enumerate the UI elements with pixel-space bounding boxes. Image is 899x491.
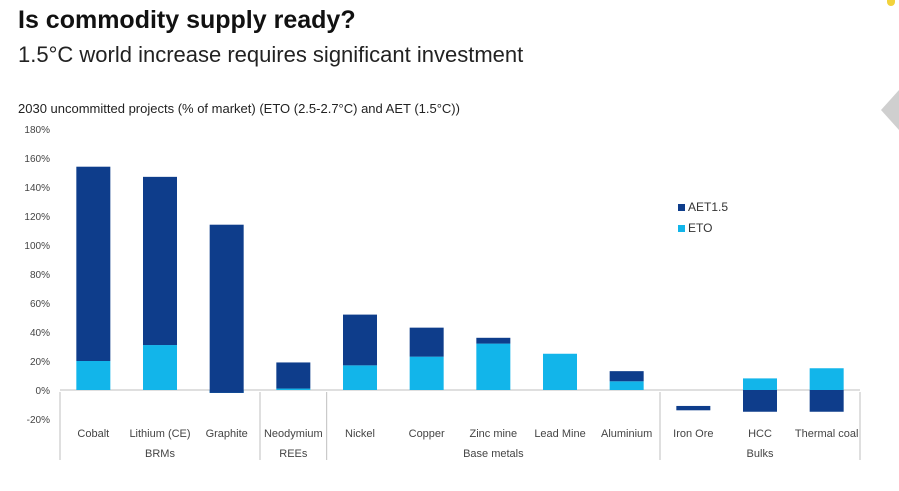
chart-title: 2030 uncommitted projects (% of market) … bbox=[18, 101, 460, 116]
y-tick-label: 180% bbox=[24, 125, 50, 136]
y-tick-label: 0% bbox=[36, 386, 51, 397]
bar-eto-8 bbox=[609, 381, 644, 390]
bar-aet-6 bbox=[476, 337, 511, 344]
page-title: Is commodity supply ready? bbox=[18, 6, 356, 34]
y-tick-label: -20% bbox=[27, 415, 50, 426]
bar-aet-11 bbox=[809, 390, 844, 412]
bar-aet-3 bbox=[276, 362, 311, 389]
x-tick-label: Graphite bbox=[206, 428, 248, 440]
y-tick-label: 100% bbox=[24, 241, 50, 252]
bar-eto-5 bbox=[409, 356, 444, 390]
y-tick-label: 60% bbox=[30, 299, 50, 310]
x-tick-label: Nickel bbox=[345, 428, 375, 440]
x-tick-label: Lead Mine bbox=[534, 428, 585, 440]
bar-eto-6 bbox=[476, 343, 511, 390]
bar-chart: 180% 160% 140% 120% 100% 80% 60% 40% 20% 0% -20% Co… bbox=[24, 125, 861, 460]
group-label: REEs bbox=[279, 448, 308, 460]
chart-area: 180% 160% 140% 120% 100% 80% 60% 40% 20% 0% -20% Co… bbox=[0, 118, 899, 463]
bar-eto-11 bbox=[809, 368, 844, 390]
indicator-dot-icon bbox=[887, 0, 895, 6]
bar-aet-10 bbox=[743, 390, 777, 412]
bar-aet-4 bbox=[343, 314, 377, 366]
bar-aet-5 bbox=[409, 327, 444, 357]
bar-aet-9 bbox=[676, 405, 711, 411]
bar-aet-1 bbox=[143, 176, 177, 346]
page-subtitle: 1.5°C world increase requires significan… bbox=[18, 42, 524, 67]
x-tick-label: Neodymium bbox=[264, 428, 323, 440]
x-tick-label: Thermal coal bbox=[795, 428, 859, 440]
x-tick-label: Aluminium bbox=[601, 428, 652, 440]
y-tick-label: 40% bbox=[30, 328, 50, 339]
bar-eto-3 bbox=[276, 388, 311, 390]
bar-eto-0 bbox=[76, 361, 111, 390]
group-label: Base metals bbox=[463, 448, 524, 460]
group-label: Bulks bbox=[747, 448, 774, 460]
bar-eto-4 bbox=[343, 365, 377, 390]
legend-label: ETO bbox=[688, 221, 712, 235]
bar-aet-0 bbox=[76, 166, 111, 361]
y-tick-label: 80% bbox=[30, 270, 50, 281]
bar-eto-7 bbox=[543, 353, 577, 390]
y-tick-label: 140% bbox=[24, 183, 50, 194]
x-tick-label: Cobalt bbox=[77, 428, 109, 440]
x-tick-label: HCC bbox=[748, 428, 772, 440]
x-tick-label: Iron Ore bbox=[673, 428, 713, 440]
bar-eto-10 bbox=[743, 378, 777, 390]
bar-aet-2 bbox=[209, 224, 244, 393]
group-label: BRMs bbox=[145, 448, 175, 460]
legend-label: AET1.5 bbox=[688, 200, 728, 214]
x-tick-label: Copper bbox=[409, 428, 445, 440]
bar-eto-1 bbox=[143, 345, 177, 390]
legend-swatch bbox=[678, 204, 685, 211]
bar-aet-8 bbox=[609, 371, 644, 382]
y-tick-label: 120% bbox=[24, 212, 50, 223]
slide-nav-arrow-icon[interactable] bbox=[881, 90, 899, 130]
x-tick-label: Zinc mine bbox=[469, 428, 517, 440]
x-tick-label: Lithium (CE) bbox=[129, 428, 190, 440]
y-tick-label: 20% bbox=[30, 357, 50, 368]
legend-swatch bbox=[678, 225, 685, 232]
y-tick-label: 160% bbox=[24, 154, 50, 165]
